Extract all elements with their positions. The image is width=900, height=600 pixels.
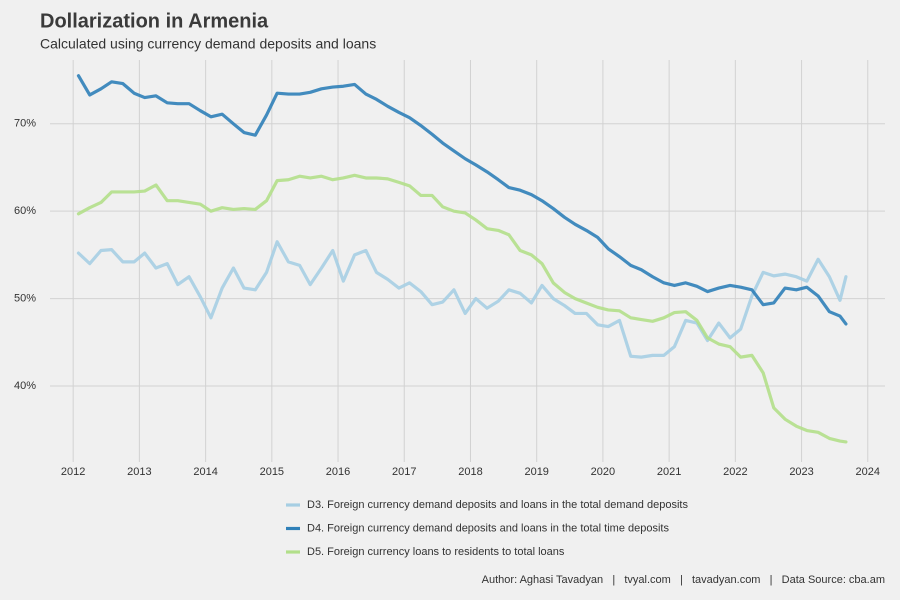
plot-lines	[76, 74, 848, 444]
x-tick-label: 2020	[591, 466, 615, 478]
legend: D3. Foreign currency demand deposits and…	[286, 499, 688, 558]
x-tick-label: 2014	[193, 466, 217, 478]
series-line	[76, 74, 848, 326]
y-tick-label: 70%	[14, 118, 36, 130]
chart-title: Dollarization in Armenia	[40, 10, 269, 32]
x-tick-label: 2018	[458, 466, 482, 478]
x-tick-label: 2012	[61, 466, 85, 478]
legend-label: D5. Foreign currency loans to residents …	[307, 546, 565, 558]
x-tick-label: 2024	[856, 466, 880, 478]
y-tick-label: 40%	[14, 380, 36, 392]
x-tick-label: 2021	[657, 466, 681, 478]
series-line	[76, 240, 848, 359]
legend-label: D4. Foreign currency demand deposits and…	[307, 522, 669, 534]
grid: 40% 50% 60% 70% 2012 2013 2014 2015 2016 2017 2018…	[14, 60, 885, 478]
x-tick-label: 2015	[260, 466, 284, 478]
x-tick-label: 2019	[524, 466, 548, 478]
x-tick-label: 2022	[723, 466, 747, 478]
series-line	[76, 173, 848, 444]
x-tick-label: 2016	[326, 466, 350, 478]
x-tick-label: 2013	[127, 466, 151, 478]
x-tick-label: 2017	[392, 466, 416, 478]
y-tick-label: 60%	[14, 205, 36, 217]
legend-label: D3. Foreign currency demand deposits and…	[307, 499, 688, 511]
caption: Author: Aghasi Tavadyan | tvyal.com | ta…	[482, 574, 885, 586]
chart-subtitle: Calculated using currency demand deposit…	[40, 36, 376, 52]
x-tick-label: 2023	[789, 466, 813, 478]
y-tick-label: 50%	[14, 292, 36, 304]
